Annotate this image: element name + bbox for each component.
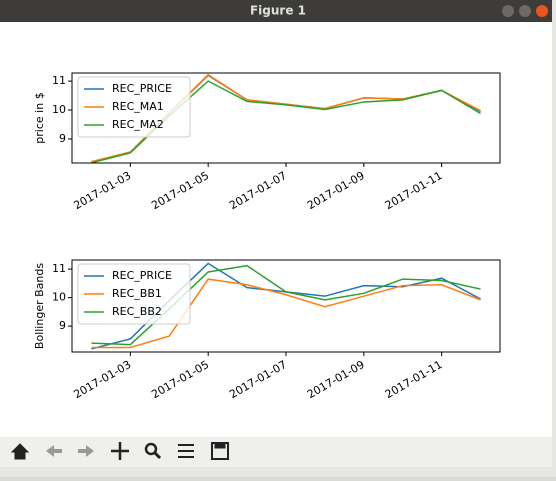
y-axis-label: price in $ xyxy=(33,92,46,143)
series-line xyxy=(91,278,481,349)
forward-button[interactable] xyxy=(78,445,94,457)
y-tick-label: 9 xyxy=(59,319,66,332)
legend-label: REC_MA1 xyxy=(112,100,164,113)
pan-button[interactable] xyxy=(111,442,129,460)
y-axis-label: Bollinger Bands xyxy=(33,263,46,349)
toolbar-icons xyxy=(10,442,229,460)
legend-label: REC_BB1 xyxy=(112,287,162,300)
y-tick-label: 10 xyxy=(52,103,66,116)
home-button[interactable] xyxy=(10,443,30,460)
title-bar xyxy=(0,0,552,22)
zoom-handle xyxy=(153,451,162,460)
y-tick-label: 11 xyxy=(52,262,66,275)
y-tick-label: 9 xyxy=(59,132,66,145)
legend-label: REC_PRICE xyxy=(112,269,172,282)
legend-label: REC_MA2 xyxy=(112,118,164,131)
configure-button[interactable] xyxy=(178,444,194,458)
y-tick-label: 11 xyxy=(52,74,66,87)
window-title: Figure 1 xyxy=(250,4,306,18)
legend-box xyxy=(77,76,191,138)
minimize-button[interactable] xyxy=(502,5,514,17)
close-button[interactable] xyxy=(536,5,548,17)
save-icon-part xyxy=(214,442,226,449)
y-tick-label: 10 xyxy=(52,291,66,304)
zoom-button[interactable] xyxy=(144,442,158,456)
legend-box xyxy=(77,263,191,325)
back-button[interactable] xyxy=(46,445,62,457)
legend-label: REC_PRICE xyxy=(112,82,172,95)
maximize-button[interactable] xyxy=(519,5,531,17)
legend-label: REC_BB2 xyxy=(112,305,162,318)
